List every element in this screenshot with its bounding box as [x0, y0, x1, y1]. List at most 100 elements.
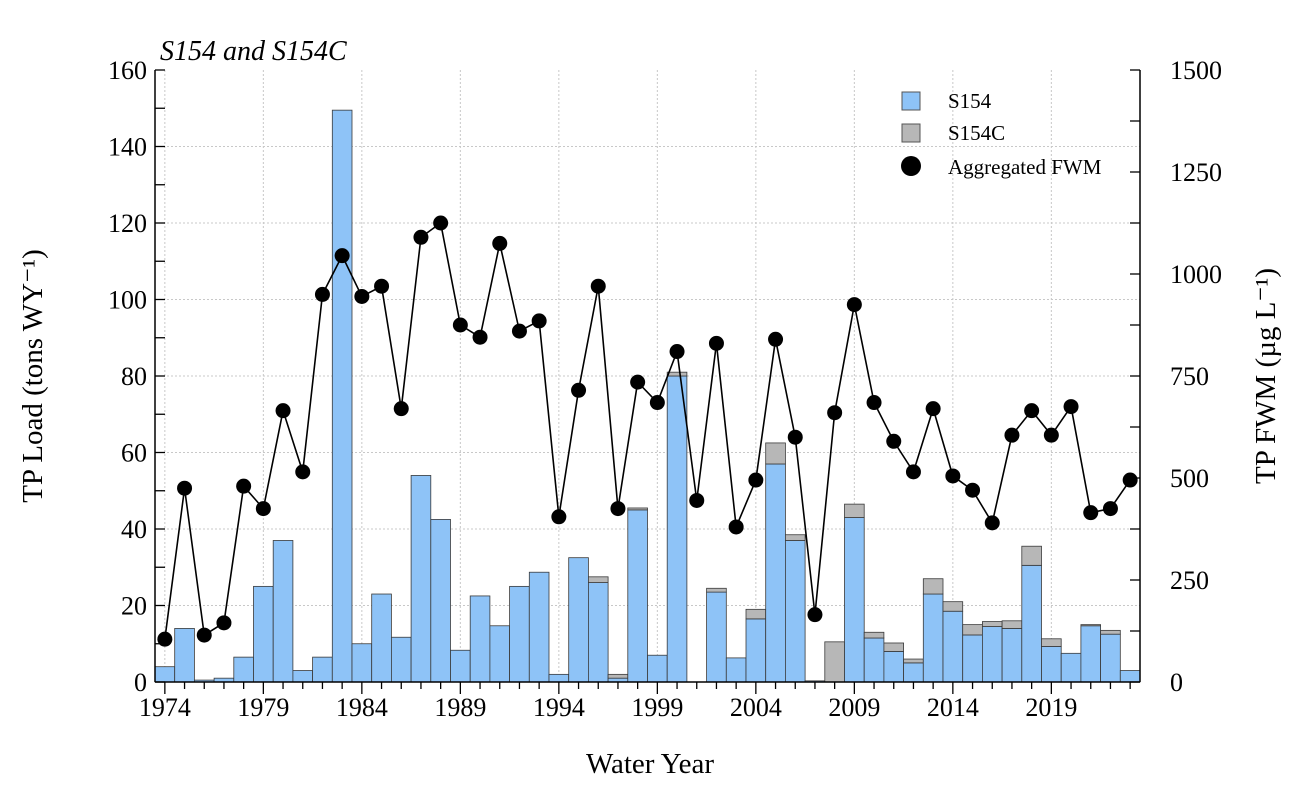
- bar-s154-1979: [253, 585, 274, 683]
- point-fwm-2010: [866, 395, 882, 411]
- point-fwm-2014: [945, 468, 961, 484]
- tick-label-y-right: 250: [1170, 566, 1209, 595]
- point-fwm-2022: [1102, 501, 1118, 517]
- grid: [155, 70, 1140, 682]
- ticks: 0 20 40 60 80 100 120 140 160 0 250 500 750 1000 1250 1…: [108, 56, 1222, 722]
- bar-s154-1995: [568, 557, 589, 683]
- point-fwm-2002: [708, 335, 724, 351]
- tick-label-y-left: 20: [121, 592, 147, 621]
- tick-label-y-right: 0: [1170, 668, 1183, 697]
- point-fwm-1978: [236, 478, 252, 494]
- panel-title: S154 and S154C: [160, 36, 347, 67]
- tick-label-y-left: 120: [108, 209, 147, 238]
- bar-s154c-2006: [785, 534, 806, 541]
- bar-s154-1993: [528, 571, 550, 683]
- point-fwm-1982: [314, 286, 330, 302]
- bar-s154c-2004: [745, 608, 767, 620]
- bar-s154c-2022: [1100, 629, 1121, 635]
- point-fwm-2018: [1024, 403, 1040, 419]
- bar-s154-2002: [706, 591, 727, 683]
- point-fwm-2012: [905, 464, 921, 480]
- bar-s154-1982: [312, 656, 333, 683]
- bar-s154-2015: [962, 634, 983, 683]
- bar-s154c-2002: [706, 587, 727, 593]
- point-fwm-1992: [511, 323, 527, 339]
- tick-label-x: 1974: [139, 693, 191, 722]
- point-fwm-2021: [1083, 505, 1099, 521]
- point-fwm-1985: [374, 278, 390, 294]
- point-fwm-2001: [689, 492, 705, 508]
- bar-s154c-2008: [824, 641, 845, 683]
- legend-label-s154c: S154C: [948, 121, 1005, 145]
- bar-s154-1996: [588, 582, 609, 683]
- bar-s154c-2015: [962, 624, 983, 636]
- tick-label-y-right: 750: [1170, 362, 1209, 391]
- bar-s154c-1996: [588, 576, 609, 583]
- tick-label-y-left: 40: [121, 515, 147, 544]
- bar-s154-2004: [745, 618, 767, 683]
- bar-s154-2005: [765, 463, 786, 683]
- point-fwm-2019: [1043, 427, 1059, 443]
- bar-s154c-2019: [1041, 638, 1062, 647]
- point-fwm-2000: [669, 344, 685, 360]
- y-axis-title-left: TP Load (tons WY⁻¹): [17, 249, 49, 503]
- bar-s154-2020: [1060, 652, 1082, 683]
- bar-s154-2022: [1100, 633, 1121, 683]
- tick-label-y-left: 60: [121, 439, 147, 468]
- bar-s154c-2021: [1080, 624, 1102, 627]
- legend-label-fwm: Aggregated FWM: [948, 155, 1102, 179]
- x-axis-title: Water Year: [586, 748, 714, 780]
- point-fwm-1986: [393, 401, 409, 417]
- point-fwm-1984: [354, 288, 370, 304]
- bar-s154-2012: [903, 662, 924, 683]
- tick-label-y-right: 500: [1170, 464, 1209, 493]
- point-fwm-1995: [571, 382, 587, 398]
- point-fwm-2007: [807, 607, 823, 623]
- point-fwm-1999: [649, 395, 665, 411]
- point-fwm-2006: [787, 429, 803, 445]
- tick-label-y-left: 0: [134, 668, 147, 697]
- bar-s154c-1998: [627, 507, 648, 511]
- point-fwm-2013: [925, 401, 941, 417]
- bar-s154-1981: [292, 670, 313, 683]
- point-fwm-2011: [886, 433, 902, 449]
- point-fwm-2008: [827, 405, 843, 421]
- point-fwm-1979: [255, 501, 271, 517]
- tick-label-x: 1984: [336, 693, 388, 722]
- tick-label-x: 1999: [631, 693, 683, 722]
- bar-s154-2009: [844, 517, 865, 683]
- tick-label-y-right: 1000: [1170, 260, 1222, 289]
- point-fwm-2004: [748, 472, 764, 488]
- point-fwm-1976: [196, 627, 212, 643]
- point-fwm-1997: [610, 501, 626, 517]
- bar-s154c-2016: [982, 621, 1003, 627]
- bar-s154-2023: [1119, 670, 1141, 683]
- legend-swatch-s154c: [901, 123, 921, 143]
- bar-s154-1987: [410, 475, 432, 683]
- point-fwm-1981: [295, 464, 311, 480]
- bar-s154-1991: [489, 625, 510, 683]
- bar-s154c-2005: [765, 442, 786, 465]
- bar-s154-1983: [331, 109, 353, 683]
- bar-s154c-2017: [1001, 620, 1023, 629]
- y-axis-title-right: TP FWM (µg L⁻¹): [1250, 268, 1282, 484]
- bar-s154c-2018: [1021, 545, 1042, 566]
- legend-label-s154: S154: [948, 89, 992, 113]
- point-fwm-1987: [413, 229, 429, 245]
- bar-s154-2014: [942, 610, 964, 683]
- tick-label-x: 2014: [927, 693, 979, 722]
- bar-s154-2010: [863, 637, 885, 683]
- point-fwm-2003: [728, 519, 744, 535]
- point-fwm-1998: [630, 374, 646, 390]
- point-fwm-1980: [275, 403, 291, 419]
- bar-s154-2017: [1001, 628, 1023, 683]
- tick-label-x: 2019: [1025, 693, 1077, 722]
- bar-s154-2013: [922, 593, 944, 683]
- tick-label-y-left: 100: [108, 286, 147, 315]
- tick-label-x: 1989: [434, 693, 486, 722]
- bar-s154-2021: [1080, 625, 1102, 683]
- point-fwm-2023: [1122, 472, 1138, 488]
- bar-s154-1984: [351, 643, 373, 683]
- point-fwm-2005: [768, 331, 784, 347]
